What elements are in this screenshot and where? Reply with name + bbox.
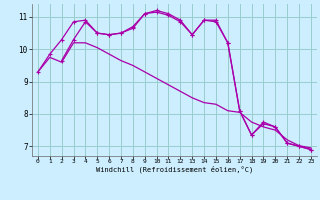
X-axis label: Windchill (Refroidissement éolien,°C): Windchill (Refroidissement éolien,°C) [96, 166, 253, 173]
